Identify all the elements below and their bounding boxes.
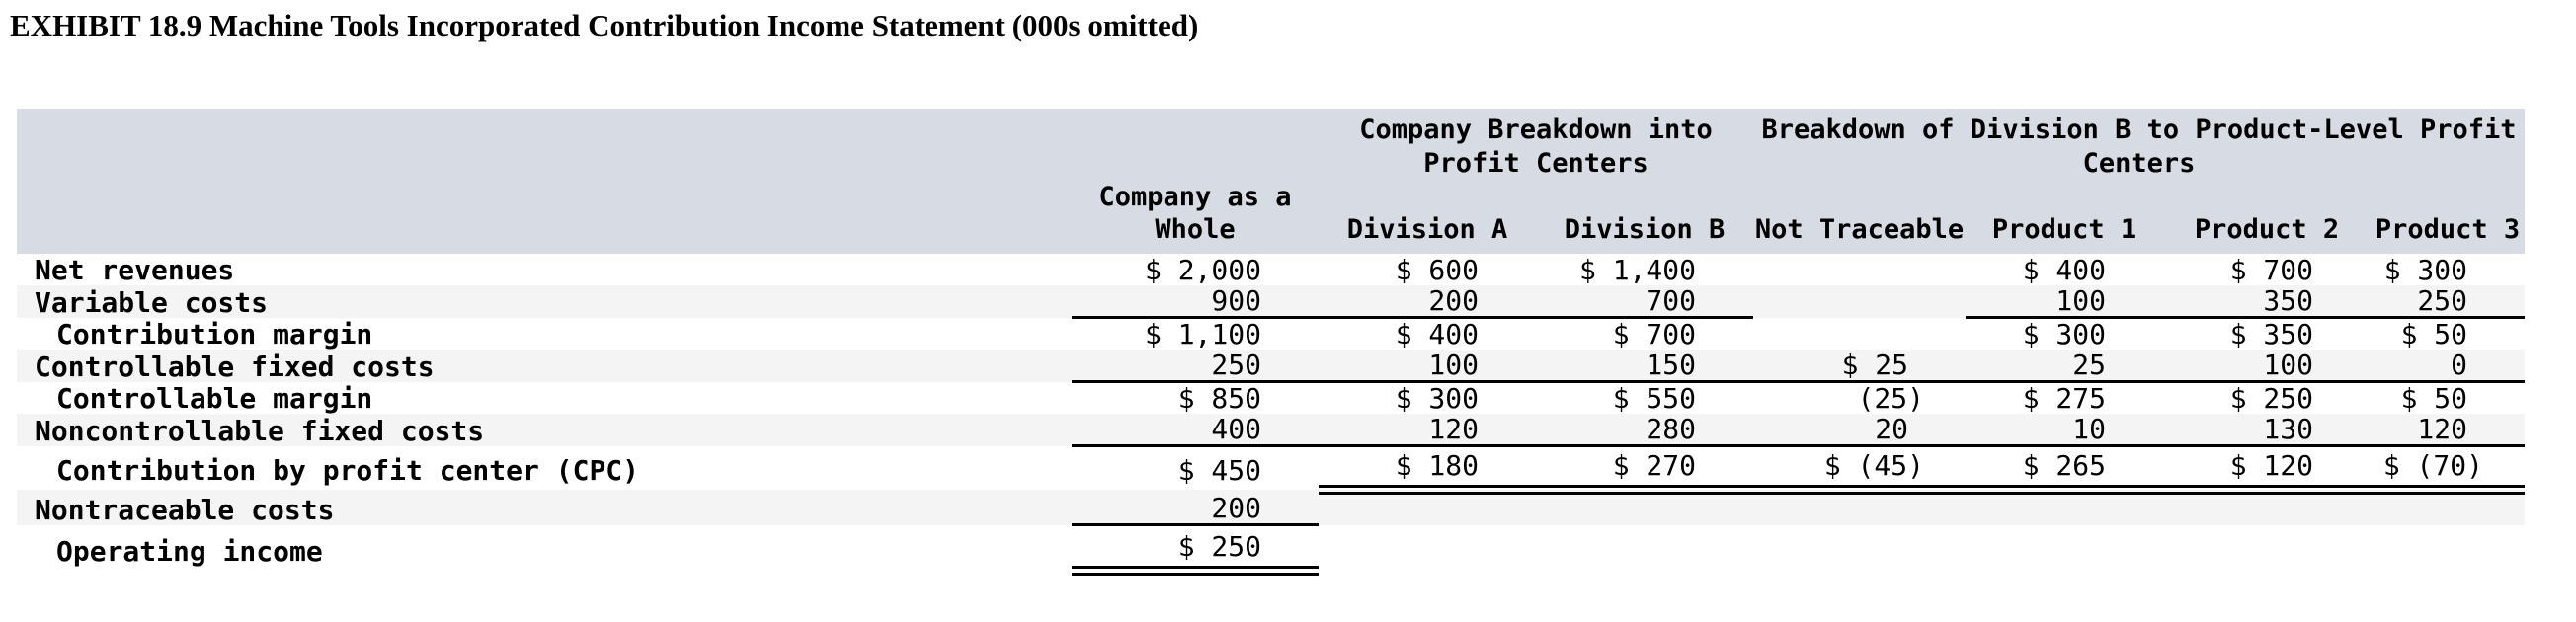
value-cell: $ (70) xyxy=(2371,445,2525,495)
value-cell: $ 400 xyxy=(1395,318,1479,350)
value-cell xyxy=(1966,489,2163,525)
page-title: EXHIBIT 18.9 Machine Tools Incorporated … xyxy=(10,8,1199,42)
income-statement-table: Company Breakdown into Profit Centers Br… xyxy=(17,109,2525,576)
column-header-division-a: Division A xyxy=(1319,181,1536,254)
row-label: Controllable fixed costs xyxy=(17,350,1072,382)
value-cell: $ 50 xyxy=(2400,318,2467,350)
value-cell: 20 xyxy=(1753,414,1966,447)
value-cell xyxy=(1753,525,1966,571)
row-label: Net revenues xyxy=(35,254,235,286)
table-row-contribution-by-profit-center-cpc: Contribution by profit center (CPC) $ 450… xyxy=(17,445,2525,495)
table-row-controllable-margin: Controllable margin $ 850 $ 300 $ 550 (25) $ … xyxy=(17,382,2525,415)
value-cell: $ 1,100 xyxy=(1144,318,1261,350)
value-cell xyxy=(1966,525,2163,571)
value-cell: $ 25 xyxy=(1753,350,1966,383)
value-cell: $ 270 xyxy=(1536,445,1753,495)
value-cell: 150 xyxy=(1536,350,1753,383)
row-label: Nontraceable costs xyxy=(17,489,1072,525)
value-cell: 120 xyxy=(1319,414,1536,447)
value-cell: 10 xyxy=(1966,414,2163,447)
value-cell xyxy=(2163,525,2371,571)
group-header-division-b-breakdown: Breakdown of Division B to Product-Level… xyxy=(1753,109,2525,181)
value-cell: $ 300 xyxy=(2022,318,2106,350)
value-cell: $ 550 xyxy=(1612,382,1696,415)
column-header-not-traceable: Not Traceable xyxy=(1753,181,1966,254)
value-cell: $ 120 xyxy=(2163,445,2371,495)
value-cell xyxy=(1536,489,1753,525)
value-cell: 350 xyxy=(2163,285,2371,319)
value-cell: $ 50 xyxy=(2400,382,2467,415)
column-header-product-2: Product 2 xyxy=(2163,181,2371,254)
column-header-row: Company as a Whole Division A Division B No… xyxy=(17,181,2525,254)
value-cell: $ 850 xyxy=(1177,382,1261,415)
value-cell: $ 1,400 xyxy=(1578,254,1696,286)
group-header-row: Company Breakdown into Profit Centers Br… xyxy=(17,109,2525,181)
value-cell: $ 265 xyxy=(1966,445,2163,495)
group-header-company-breakdown: Company Breakdown into Profit Centers xyxy=(1319,109,1753,181)
value-cell: $ 700 xyxy=(1612,318,1696,350)
row-label: Noncontrollable fixed costs xyxy=(17,414,1072,446)
value-cell xyxy=(1319,525,1536,571)
row-label: Controllable margin xyxy=(56,382,373,415)
table-header: Company Breakdown into Profit Centers Br… xyxy=(17,109,2525,254)
row-label-column-header xyxy=(17,181,1072,254)
value-cell: 700 xyxy=(1536,285,1753,319)
column-header-division-b: Division B xyxy=(1536,181,1753,254)
table-row-variable-costs: Variable costs 900 200 700 100 350 250 xyxy=(17,285,2525,319)
value-cell: $ 275 xyxy=(2022,382,2106,415)
value-cell: $ 250 xyxy=(1072,524,1319,576)
table-row-nontraceable-costs: Nontraceable costs 200 xyxy=(17,489,2525,526)
value-cell: $ 600 xyxy=(1395,254,1479,286)
row-label: Contribution margin xyxy=(56,318,373,350)
value-cell: $ 700 xyxy=(2229,254,2313,286)
value-cell: $ 300 xyxy=(1395,382,1479,415)
value-cell: 250 xyxy=(1072,350,1319,383)
value-cell: 280 xyxy=(1536,414,1753,447)
value-cell xyxy=(2371,525,2525,571)
value-cell: $ 180 xyxy=(1319,445,1536,495)
table-row-controllable-fixed-costs: Controllable fixed costs 250 100 150 $ 25 25 1… xyxy=(17,350,2525,383)
value-cell: 100 xyxy=(2163,350,2371,383)
value-cell xyxy=(1536,525,1753,571)
table-body: Net revenues $ 2,000 $ 600 $ 1,400 $ 400 $ 70… xyxy=(17,254,2525,576)
value-cell: $ 400 xyxy=(2022,254,2106,286)
table-row-noncontrollable-fixed-costs: Noncontrollable fixed costs 400 120 280 20 10… xyxy=(17,414,2525,447)
value-cell: $ 300 xyxy=(2383,254,2467,286)
value-cell xyxy=(1753,254,1966,285)
column-header-product-1: Product 1 xyxy=(1966,181,2163,254)
row-label: Contribution by profit center (CPC) xyxy=(56,453,640,487)
value-cell: 900 xyxy=(1072,285,1319,319)
table-row-net-revenues: Net revenues $ 2,000 $ 600 $ 1,400 $ 400 $ 70… xyxy=(17,254,2525,285)
group-header-spacer xyxy=(17,109,1319,181)
table-row-contribution-margin: Contribution margin $ 1,100 $ 400 $ 700 $ 30… xyxy=(17,318,2525,350)
value-cell xyxy=(2371,489,2525,525)
value-cell xyxy=(1753,318,1966,350)
value-cell xyxy=(1753,285,1966,318)
value-cell: 0 xyxy=(2371,350,2525,383)
value-cell xyxy=(2163,489,2371,525)
value-cell xyxy=(1319,489,1536,525)
value-cell: $ (45) xyxy=(1753,445,1966,495)
value-cell: 100 xyxy=(1966,285,2163,319)
value-cell: 200 xyxy=(1072,489,1319,526)
row-label: Operating income xyxy=(56,534,323,568)
value-cell: $ 350 xyxy=(2229,318,2313,350)
value-cell xyxy=(1753,489,1966,525)
value-cell: $ 450 xyxy=(1177,453,1261,487)
column-header-company-as-a-whole: Company as a Whole xyxy=(1072,181,1319,254)
value-cell: 120 xyxy=(2371,414,2525,447)
column-header-product-3: Product 3 xyxy=(2371,181,2525,254)
value-cell: 250 xyxy=(2371,285,2525,319)
value-cell: 200 xyxy=(1319,285,1536,319)
value-cell: 25 xyxy=(1966,350,2163,383)
value-cell: 100 xyxy=(1319,350,1536,383)
table-row-operating-income: Operating income $ 250 xyxy=(17,524,2525,576)
row-label: Variable costs xyxy=(17,285,1072,318)
value-cell: (25) xyxy=(1857,382,1924,415)
value-cell: $ 2,000 xyxy=(1144,254,1261,286)
value-cell: 130 xyxy=(2163,414,2371,447)
value-cell: 400 xyxy=(1072,414,1319,447)
value-cell: $ 250 xyxy=(2229,382,2313,415)
